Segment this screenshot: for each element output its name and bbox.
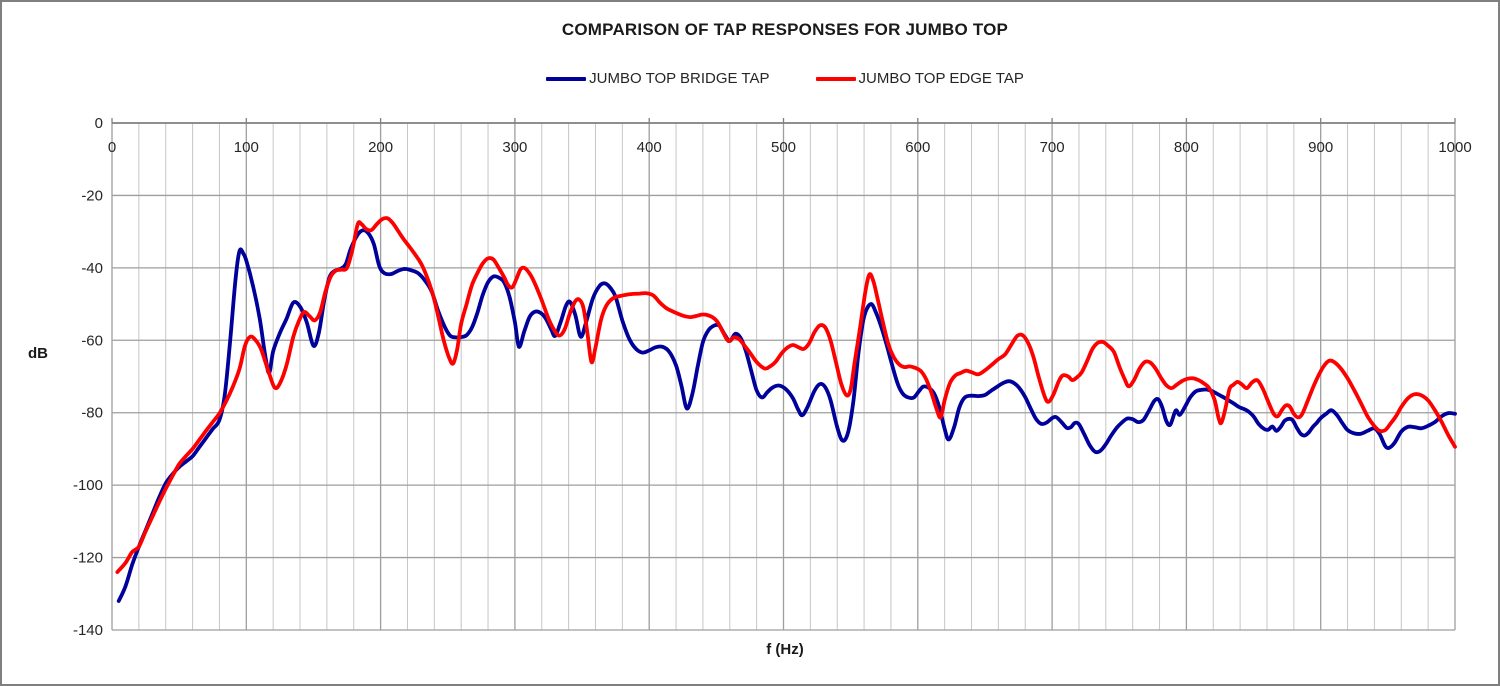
legend: JUMBO TOP BRIDGE TAP JUMBO TOP EDGE TAP (2, 70, 1498, 87)
x-tick-label: 600 (905, 139, 930, 156)
y-tick-label: -60 (81, 332, 103, 349)
legend-line-edge-icon (815, 76, 856, 81)
x-tick-label: 0 (108, 139, 116, 156)
legend-item-edge-tap: JUMBO TOP EDGE TAP (815, 70, 1024, 87)
y-tick-label: -100 (73, 477, 103, 494)
legend-item-bridge-tap: JUMBO TOP BRIDGE TAP (546, 70, 770, 87)
x-tick-label: 900 (1308, 139, 1333, 156)
x-tick-label: 700 (1040, 139, 1065, 156)
x-tick-label: 100 (234, 139, 259, 156)
y-tick-label: 0 (95, 115, 103, 132)
x-tick-label: 500 (771, 139, 796, 156)
y-tick-label: -140 (73, 622, 103, 639)
x-tick-label: 300 (502, 139, 527, 156)
x-tick-label: 200 (368, 139, 393, 156)
x-axis-title: f (Hz) (766, 641, 804, 658)
y-tick-label: -80 (81, 405, 103, 422)
y-tick-label: -20 (81, 187, 103, 204)
y-tick-label: -120 (73, 550, 103, 567)
legend-line-bridge-icon (546, 76, 587, 81)
y-tick-label: -40 (81, 260, 103, 277)
x-tick-label: 400 (637, 139, 662, 156)
x-tick-label: 800 (1174, 139, 1199, 156)
legend-label-edge: JUMBO TOP EDGE TAP (858, 70, 1024, 87)
x-tick-label: 1000 (1438, 139, 1471, 156)
chart-title: COMPARISON OF TAP RESPONSES FOR JUMBO TO… (561, 20, 1009, 39)
y-axis-title: dB (28, 345, 48, 362)
legend-label-bridge: JUMBO TOP BRIDGE TAP (589, 70, 770, 87)
bridge-tap-curve (116, 228, 1457, 603)
edge-tap-curve (115, 216, 1457, 574)
